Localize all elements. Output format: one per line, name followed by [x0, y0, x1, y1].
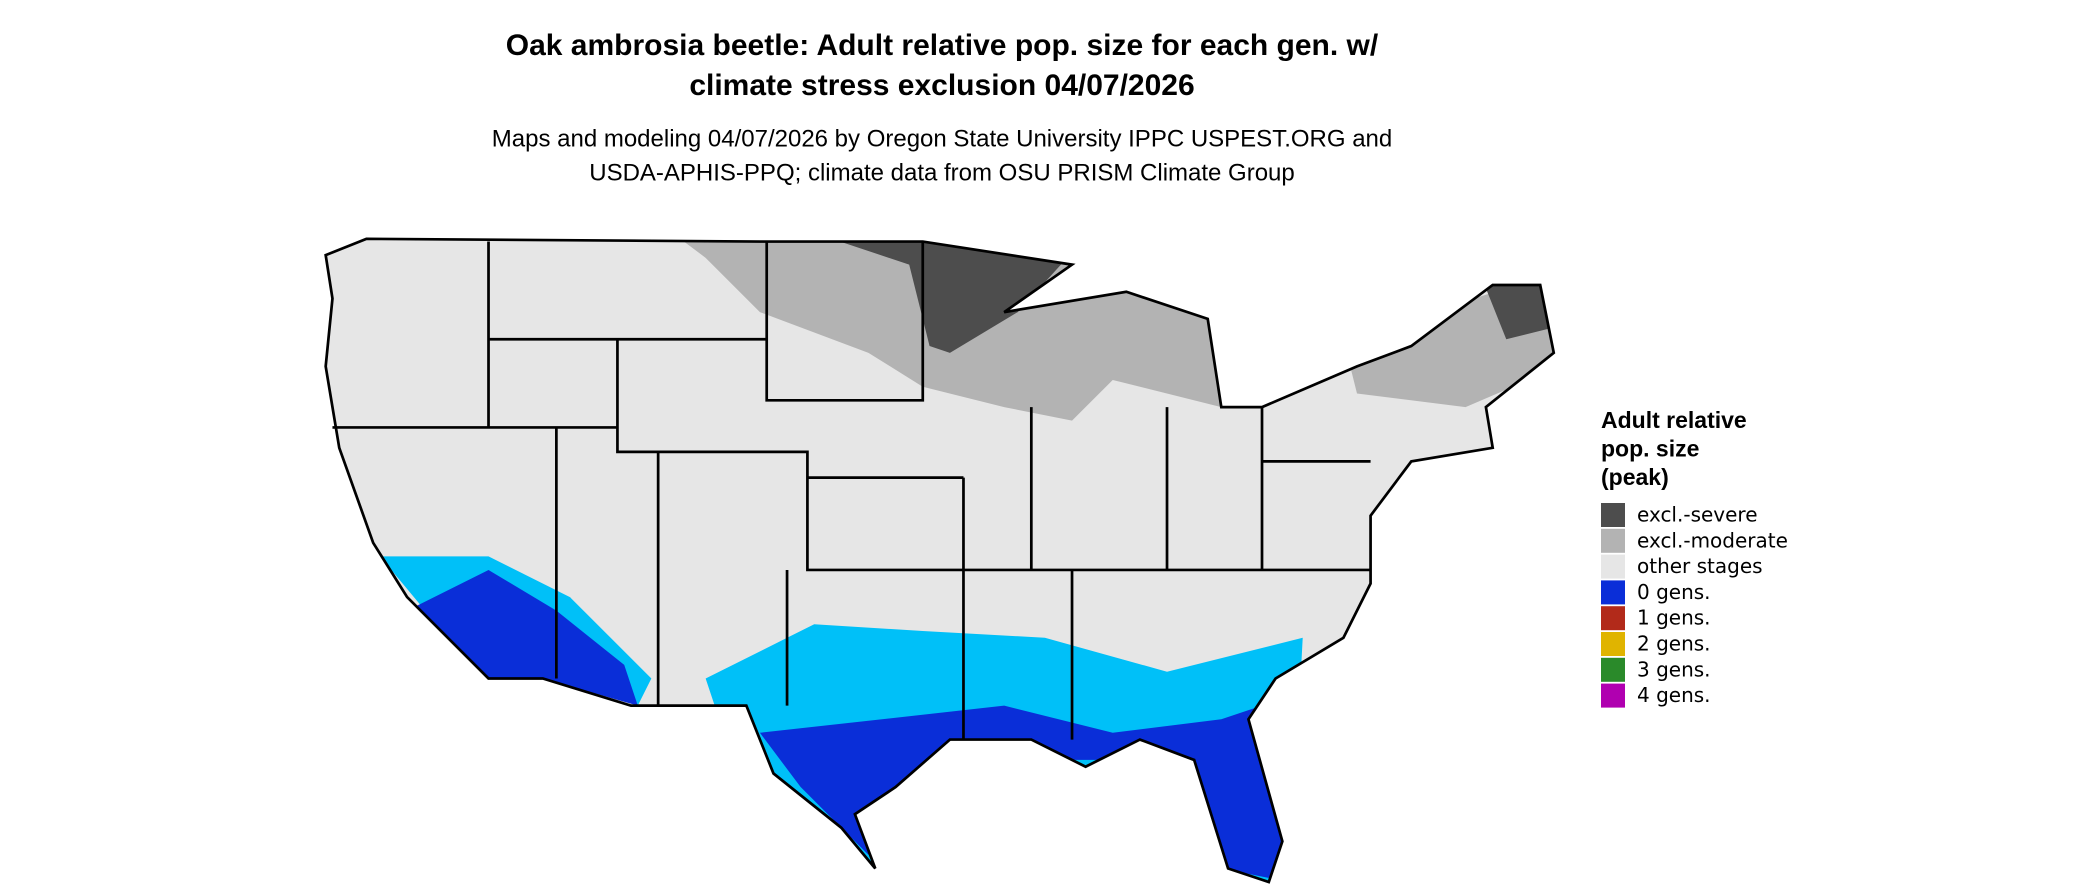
- legend-label: other stages: [1637, 554, 1763, 578]
- legend-swatch: [1601, 657, 1625, 682]
- title: Oak ambrosia beetle: Adult relative pop.…: [506, 29, 1379, 62]
- legend-swatch: [1601, 683, 1625, 708]
- region: [827, 238, 1086, 353]
- legend-swatch: [1601, 554, 1625, 579]
- region: [759, 705, 1290, 883]
- map: [324, 237, 1556, 884]
- legend-label: 2 gens.: [1637, 632, 1711, 656]
- country-border: [324, 237, 1556, 884]
- legend-swatch: [1601, 580, 1625, 605]
- legend-label: excl.-moderate: [1637, 528, 1788, 552]
- region: [407, 569, 638, 706]
- subtitle: USDA-APHIS-PPQ; climate data from OSU PR…: [589, 159, 1295, 186]
- legend-title: Adult relative: [1601, 407, 1747, 433]
- legend-swatch: [1601, 528, 1625, 553]
- state-borders: [332, 241, 1371, 740]
- title: climate stress exclusion 04/07/2026: [689, 69, 1194, 102]
- legend-swatch: [1601, 632, 1625, 656]
- legend-swatch: [1601, 503, 1625, 527]
- legend-label: 1 gens.: [1637, 606, 1711, 630]
- subtitle: Maps and modeling 04/07/2026 by Oregon S…: [492, 125, 1392, 152]
- legend-label: excl.-severe: [1637, 503, 1758, 527]
- legend-label: 4 gens.: [1637, 683, 1711, 707]
- legend-title: pop. size: [1601, 436, 1699, 462]
- legend-swatch: [1601, 606, 1625, 631]
- legend-label: 3 gens.: [1637, 657, 1711, 681]
- legend: Adult relative pop. size(peak) excl.-sever…: [1601, 407, 1788, 708]
- legend-title: (peak): [1601, 464, 1669, 490]
- legend-label: 0 gens.: [1637, 580, 1711, 604]
